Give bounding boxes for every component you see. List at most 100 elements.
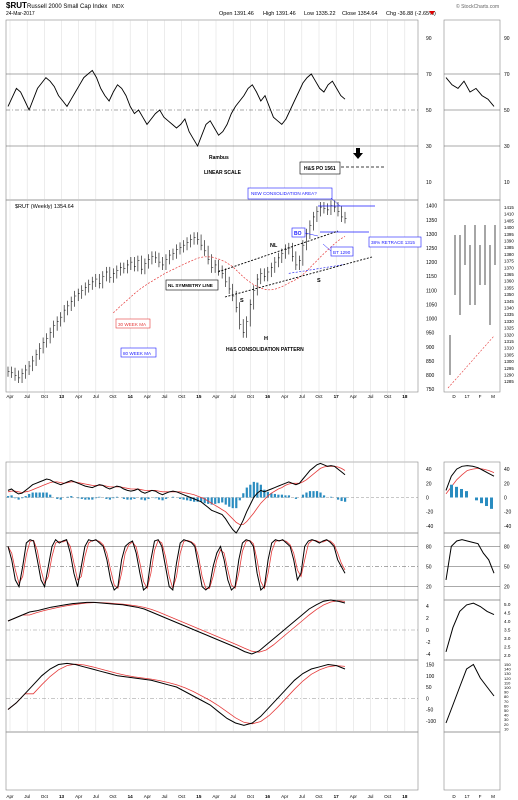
x-tick-label: Apr	[6, 794, 14, 799]
macd-hist-bar	[45, 492, 48, 498]
price-right-y-tick: 1325	[504, 326, 514, 331]
x-tick-label: Jul	[299, 394, 305, 399]
price-y-tick: 800	[426, 373, 435, 379]
exchange: INDX	[112, 4, 125, 10]
rsi-right-y-tick: 30	[504, 144, 510, 150]
osc-right-line	[445, 663, 495, 724]
macd-hist-bar	[112, 497, 115, 499]
price-right-y-tick: 1365	[504, 272, 514, 277]
neckline	[217, 230, 339, 273]
x-tick-label: Oct	[315, 394, 323, 399]
x-tick-label: Jul	[93, 794, 99, 799]
macd-line	[7, 462, 346, 534]
macd-hist-bar	[98, 496, 101, 498]
low-value: Low 1335.22	[304, 11, 336, 17]
x-tick-label: Apr	[212, 394, 220, 399]
macd-right-y-tick: 20	[504, 481, 510, 487]
price-right-y-tick: 1405	[504, 218, 514, 223]
macd-hist-bar	[70, 496, 73, 498]
macd-hist-bar	[249, 484, 252, 498]
price-y-tick: 1150	[426, 274, 437, 280]
right-panel-frame	[443, 199, 501, 393]
osc-y-tick: 100	[426, 674, 435, 680]
macd-hist-bar	[189, 497, 192, 502]
x-tick-label: 18	[402, 794, 408, 799]
osc-right-y-tick: 50	[504, 708, 509, 713]
roc-y-tick: -4	[426, 652, 431, 658]
osc-right-y-tick: 60	[504, 703, 509, 708]
stoch-signal-line	[7, 539, 346, 590]
macd-hist-bar	[84, 497, 87, 500]
x-tick-label: Apr	[281, 794, 289, 799]
x-tick-label: 18	[402, 394, 408, 399]
head-label: H	[264, 336, 268, 342]
roc-right-y-tick: 2.0	[504, 653, 511, 658]
macd-hist-bar	[115, 496, 119, 498]
macd-y-tick: 40	[426, 467, 432, 473]
macd-hist-bar	[28, 493, 31, 498]
x-tick-label: Oct	[247, 394, 255, 399]
right-x-tick-label: M	[491, 394, 495, 399]
x-tick-label: 15	[196, 794, 202, 799]
price-right-y-tick: 1380	[504, 252, 514, 257]
rsi-y-tick: 70	[426, 72, 432, 78]
x-tick-label: Oct	[315, 794, 323, 799]
macd-hist-bar	[210, 497, 213, 505]
macd-hist-bar	[305, 492, 308, 498]
macd-hist-bar	[171, 496, 175, 498]
x-tick-label: Apr	[212, 794, 220, 799]
macd-hist-bar	[280, 494, 284, 498]
price-right-y-tick: 1390	[504, 239, 514, 244]
plot-layer: Apr Jul Oct 13 Apr Jul Oct 14 Apr Jul Oct 15 Apr Jul O…	[6, 20, 514, 799]
macd-hist-bar	[315, 491, 319, 498]
hs-po-label: H&S PO 1561	[304, 166, 336, 172]
rsi-y-tick: 50	[426, 108, 432, 114]
macd-hist-bar	[217, 497, 220, 504]
rsi-right-y-tick: 90	[504, 36, 510, 42]
macd-right-line	[445, 465, 495, 491]
x-tick-label: Jul	[93, 394, 99, 399]
price-y-tick: 1250	[426, 246, 437, 252]
x-tick-label: Apr	[75, 794, 83, 799]
price-right-y-tick: 1360	[504, 279, 514, 284]
macd-hist-bar	[235, 497, 238, 509]
macd-hist-bar	[21, 497, 24, 499]
down-arrow-icon	[353, 148, 363, 159]
change-value: Chg -36.88 (-2.65%)	[386, 11, 436, 17]
macd-hist-bar	[284, 495, 287, 498]
macd-hist-bar	[147, 497, 150, 499]
x-tick-label: Apr	[144, 394, 152, 399]
stoch-right-line	[445, 539, 495, 580]
macd-right-hist-bar	[465, 491, 468, 498]
right-x-tick-label: M	[491, 794, 495, 799]
symmetry-box	[165, 279, 219, 291]
macd-right-hist-bar	[480, 497, 483, 504]
macd-right-y-tick: -40	[504, 524, 511, 530]
macd-hist-bar	[193, 497, 196, 502]
ma80-label: 80 WEEK MA	[123, 351, 152, 356]
macd-hist-bar	[252, 481, 255, 498]
x-tick-label: Apr	[350, 394, 358, 399]
price-y-tick: 900	[426, 345, 435, 351]
roc-right-y-tick: 4.0	[504, 619, 511, 624]
right-x-tick-label: 17	[464, 394, 470, 399]
linear-scale-label: LINEAR SCALE	[204, 170, 242, 176]
ma80-line	[288, 264, 346, 274]
macd-hist-bar	[329, 496, 333, 498]
macd-hist-bar	[38, 492, 41, 498]
macd-hist-bar	[35, 492, 38, 498]
macd-hist-bar	[14, 497, 17, 499]
x-tick-label: Jul	[299, 794, 305, 799]
price-y-tick: 1350	[426, 218, 437, 224]
symbol: $RUT	[6, 1, 27, 10]
macd-hist-bar	[66, 496, 69, 498]
price-right-y-tick: 1330	[504, 319, 514, 324]
macd-hist-bar	[122, 497, 126, 499]
macd-right-hist-bar	[450, 484, 453, 498]
rsi-right-series-line	[445, 77, 495, 107]
x-tick-label: Jul	[24, 794, 30, 799]
macd-hist-bar	[56, 497, 59, 499]
open-value: Open 1391.46	[219, 11, 254, 17]
osc-right-y-tick: 120	[504, 676, 511, 681]
stoch-right-y-tick: 50	[504, 565, 510, 571]
